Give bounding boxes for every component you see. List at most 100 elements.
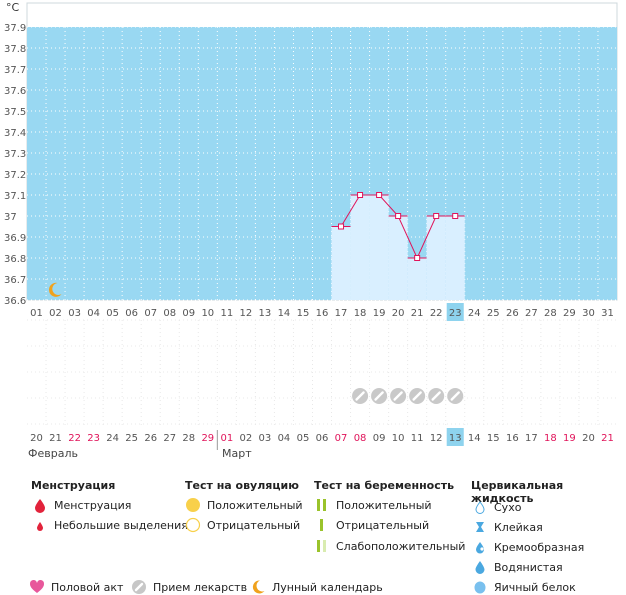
cycle-date-label: 18 [544,433,557,444]
y-tick-label: 37.1 [4,191,26,202]
day-label: 27 [525,308,538,319]
cycle-date-label: 22 [68,433,81,444]
cycle-date-label: 16 [506,433,519,444]
day-label: 12 [240,308,253,319]
day-label: 05 [106,308,119,319]
legend-label: Сухо [494,500,522,514]
day-label: 24 [468,308,481,319]
legend-label: Половой акт [51,580,124,594]
pill-icon [132,580,146,594]
temperature-bar [331,226,351,300]
cycle-date-label: 04 [278,433,291,444]
temperature-point [338,223,345,230]
pill-stripe [393,391,403,401]
small-blood-drop-icon [37,522,43,531]
day-label: 07 [144,308,157,319]
moon-icon [252,580,265,594]
legend-cervical-title: Цервикальная жидкость [471,479,564,505]
day-label: 20 [392,308,405,319]
moon-icon [48,282,62,297]
legend-label: Отрицательный [336,518,430,532]
day-axis: 01 02 03 04 05 06 07 08 09 10 11 12 13 14 15 16 17 18 19 20… [30,303,614,321]
y-tick-label: 36.7 [4,275,26,286]
cycle-date-label: 25 [125,433,138,444]
cycle-date-label: 17 [525,433,538,444]
legend-cervical-item: Кремообразная [472,539,584,555]
pill-icon [371,388,388,404]
legend-label: Отрицательный [207,518,301,532]
medication-row [352,388,464,404]
day-label: 21 [411,308,424,319]
ovulation-positive-icon [186,498,200,512]
day-label: 11 [220,308,233,319]
day-label: 14 [278,308,291,319]
month-label-second: Март [222,447,252,460]
day-label: 26 [506,308,519,319]
temperature-bar [445,216,465,300]
blood-drop-icon [35,499,45,513]
cycle-date-label: 20 [30,433,43,444]
legend-label: Яичный белок [494,580,576,594]
y-unit-label: °C [6,1,20,14]
legend-pregnancy-title: Тест на беременность [314,479,455,492]
legend-cervical-item: Сухо [472,499,521,515]
pregnancy-positive-icon [317,499,326,511]
highlight-date-box [446,428,464,446]
pregnancy-negative-icon [320,519,323,531]
legend-menstruation-item: Менструация [32,497,131,513]
temperature-point [414,255,421,261]
pill-icon [447,388,464,404]
temperature-bar [350,195,370,300]
day-label: 25 [487,308,500,319]
y-tick-label: 37.3 [4,149,26,160]
day-label: 13 [259,308,272,319]
y-tick-label: 36.6 [4,296,26,307]
bbt-chart: 37.9 37.8 37.7 37.6 37.5 37.4 37.3 37.2 37.1 37 36… [4,1,618,450]
cycle-date-label: 12 [430,433,443,444]
y-tick-label: 37.5 [4,107,26,118]
temperature-area [27,27,617,300]
day-label: 10 [201,308,214,319]
day-label: 23 [449,308,462,319]
y-axis-ticks: 37.9 37.8 37.7 37.6 37.5 37.4 37.3 37.2 37.1 37 36… [4,23,26,307]
legend-label: Менструация [54,498,132,512]
y-tick-label: 37.9 [4,23,26,34]
highlight-day-box [446,303,464,321]
cycle-date-label: 05 [297,433,310,444]
pill-icon [409,388,426,404]
cycle-date-label: 29 [201,433,214,444]
day-label: 29 [563,308,576,319]
heart-icon [29,579,45,593]
day-label: 18 [354,308,367,319]
cycle-date-label: 20 [582,433,595,444]
legend-label: Клейкая [494,520,543,534]
cycle-date-label: 26 [144,433,157,444]
cycle-date-label: 28 [182,433,195,444]
cycle-date-label: 09 [373,433,386,444]
cycle-date-label: 24 [106,433,119,444]
cycle-date-label: 08 [354,433,367,444]
legend-label: Слабоположительный [336,539,466,553]
day-label: 30 [582,308,595,319]
legend-cervical-item: Яичный белок [472,579,576,595]
cycle-date-label: 14 [468,433,481,444]
day-label: 02 [49,308,62,319]
temperature-bar [388,216,408,300]
day-label: 09 [182,308,195,319]
day-label: 08 [163,308,176,319]
legend-cervical-item: Клейкая [472,519,543,535]
legend-pregnancy-item: Положительный [314,497,432,513]
legend-menstruation-title: Менструация [31,479,116,492]
cycle-date-label: 27 [163,433,176,444]
cycle-date-label: 19 [563,433,576,444]
cycle-date-label: 11 [411,433,424,444]
temperature-points [338,192,459,261]
temperature-point [433,213,440,219]
day-label: 22 [430,308,443,319]
pill-stripe [374,391,384,401]
y-tick-label: 36.9 [4,233,26,244]
cycle-date-axis: 20 21 22 23 24 25 26 27 28 29 01 02 03 04 05 06 07 08 09 10… [30,428,614,450]
pregnancy-weak-positive-icon [317,540,326,552]
temperature-bars [331,194,465,300]
y-tick-label: 37.8 [4,44,26,55]
